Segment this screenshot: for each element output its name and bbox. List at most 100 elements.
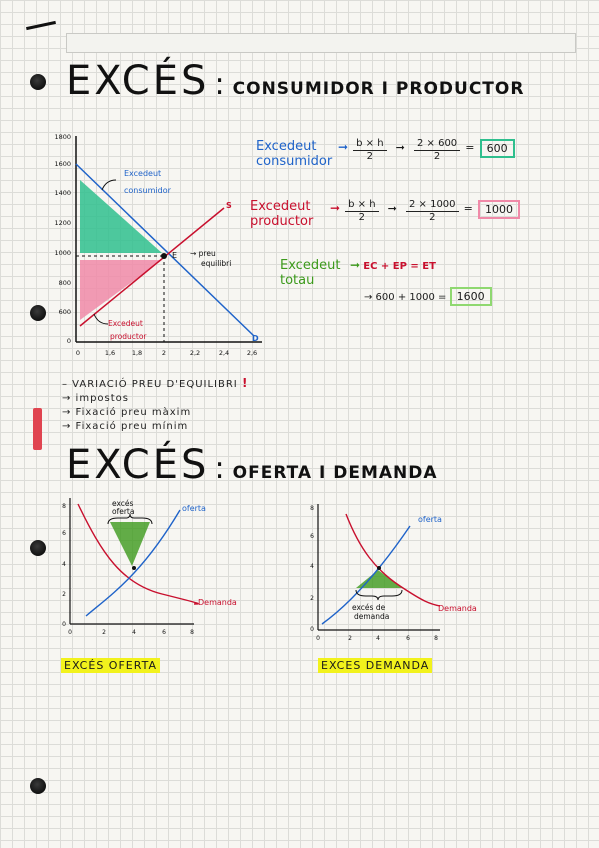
x-tick: 6 (162, 629, 166, 636)
equilibrium-point (161, 253, 167, 259)
y-tick: 1400 (54, 189, 71, 197)
x-tick: 2 (102, 629, 106, 636)
title-colon: : (214, 67, 228, 102)
x-tick: 1,8 (132, 349, 142, 357)
caption-excess-demand: EXCES DEMANDA (318, 658, 433, 673)
y-tick: 0 (67, 337, 71, 345)
demand-curve (345, 513, 441, 607)
demand-label: Demanda (438, 604, 477, 613)
y-tick: 800 (59, 279, 71, 287)
excess-label: excés oferta (112, 499, 136, 516)
supply-line (79, 207, 225, 327)
binder-hole-2 (30, 305, 46, 321)
excess-supply-chart: 8 6 4 2 0 0 2 4 6 8 excés oferta oferta … (62, 498, 237, 636)
y-tick: 8 (62, 503, 66, 510)
x-tick: 8 (434, 635, 438, 642)
total-surplus-title: Excedeut totau (280, 258, 341, 288)
equilibrium-variation-list: – VARIACIÓ PREU D'EQUILIBRI ! → impostos… (62, 376, 248, 434)
equilibrium-price-label: → preu equilibri (190, 249, 231, 268)
side-sticker (33, 408, 42, 450)
title-colon: : (214, 451, 228, 486)
y-ticks: 1800 1600 1400 1200 1000 800 600 0 (54, 133, 71, 345)
x-tick: 4 (376, 635, 380, 642)
x-tick: 6 (406, 635, 410, 642)
x-tick: 2,2 (190, 349, 200, 357)
y-tick: 600 (59, 308, 71, 316)
x-tick: 0 (76, 349, 80, 357)
title-main: EXCÉS (66, 58, 210, 104)
y-tick: 8 (310, 505, 314, 512)
equilibrium-point (377, 566, 381, 570)
x-tick: 2,4 (219, 349, 229, 357)
binder-hole-4 (30, 778, 46, 794)
caption-excess-supply: EXCÉS OFERTA (61, 658, 160, 673)
demand-curve (77, 503, 199, 605)
binder-hole-1 (30, 74, 46, 90)
fraction-values: 2 × 600 2 (413, 138, 461, 163)
demand-label: D (252, 334, 259, 343)
x-tick: 4 (132, 629, 136, 636)
demand-line (75, 163, 255, 337)
title-sub: OFERTA I DEMANDA (232, 463, 438, 483)
excess-area (356, 570, 402, 588)
x-tick: 2 (348, 635, 352, 642)
equilibrium-label: E (172, 251, 177, 260)
y-tick: 0 (62, 621, 66, 628)
y-tick: 1600 (54, 160, 71, 168)
consumer-result-box: 600 (479, 139, 515, 158)
list-item: – VARIACIÓ PREU D'EQUILIBRI ! (62, 376, 249, 390)
y-tick: 1800 (54, 133, 71, 141)
y-tick: 1000 (54, 249, 71, 257)
consumer-arrow (101, 179, 117, 191)
list-item: → Fixació preu mínim (62, 421, 189, 432)
y-tick: 6 (62, 530, 66, 537)
title-main: EXCÉS (66, 442, 210, 488)
x-tick: 8 (190, 629, 194, 636)
consumer-surplus-title: Excedeut consumidor (256, 139, 333, 169)
demand-label: Demanda (198, 598, 237, 607)
excess-label: excés de demanda (352, 603, 389, 621)
offer-label: oferta (418, 515, 442, 524)
supply-curve (321, 525, 411, 625)
y-tick: 6 (310, 533, 314, 540)
list-item: → impostos (62, 393, 130, 404)
x-ticks: 0 1,6 1,8 2 2,2 2,4 2,6 (76, 349, 257, 357)
surplus-chart: 1800 1600 1400 1200 1000 800 600 0 0 1,6… (54, 133, 262, 357)
excess-area (110, 522, 150, 566)
excess-brace (107, 513, 153, 525)
y-tick: 4 (310, 563, 314, 570)
excess-brace (355, 589, 403, 601)
producer-surplus-label: Excedeut productor (108, 319, 147, 341)
equilibrium-point (132, 566, 136, 570)
y-tick: 2 (310, 595, 314, 602)
producer-arrow (93, 313, 109, 325)
y-tick: 2 (62, 591, 66, 598)
binder-hole-3 (30, 540, 46, 556)
producer-result-box: 1000 (477, 200, 520, 219)
x-tick: 1,6 (105, 349, 115, 357)
offer-label: oferta (182, 504, 206, 513)
title-sub: CONSUMIDOR I PRODUCTOR (232, 79, 525, 99)
consumer-surplus-area (80, 180, 162, 253)
pen-stroke (26, 20, 56, 31)
x-tick: 0 (316, 635, 320, 642)
consumer-surplus-label: Excedeut consumidor (124, 169, 172, 195)
total-calc: → 600 + 1000 = 1600 (364, 287, 492, 306)
header-strip (66, 33, 576, 53)
title-oferta-demanda: EXCÉS : OFERTA I DEMANDA (66, 442, 438, 488)
list-item: → Fixació preu màxim (62, 407, 192, 418)
supply-label: S (226, 201, 232, 210)
supply-curve (85, 509, 181, 617)
producer-surplus-title: Excedeut productor (250, 199, 314, 229)
y-tick: 0 (310, 626, 314, 633)
fraction-values: 2 × 1000 2 (405, 199, 459, 224)
total-result-box: 1600 (449, 287, 492, 306)
y-tick: 4 (62, 561, 66, 568)
x-tick: 0 (68, 629, 72, 636)
x-tick: 2,6 (247, 349, 257, 357)
x-tick: 2 (162, 349, 166, 357)
